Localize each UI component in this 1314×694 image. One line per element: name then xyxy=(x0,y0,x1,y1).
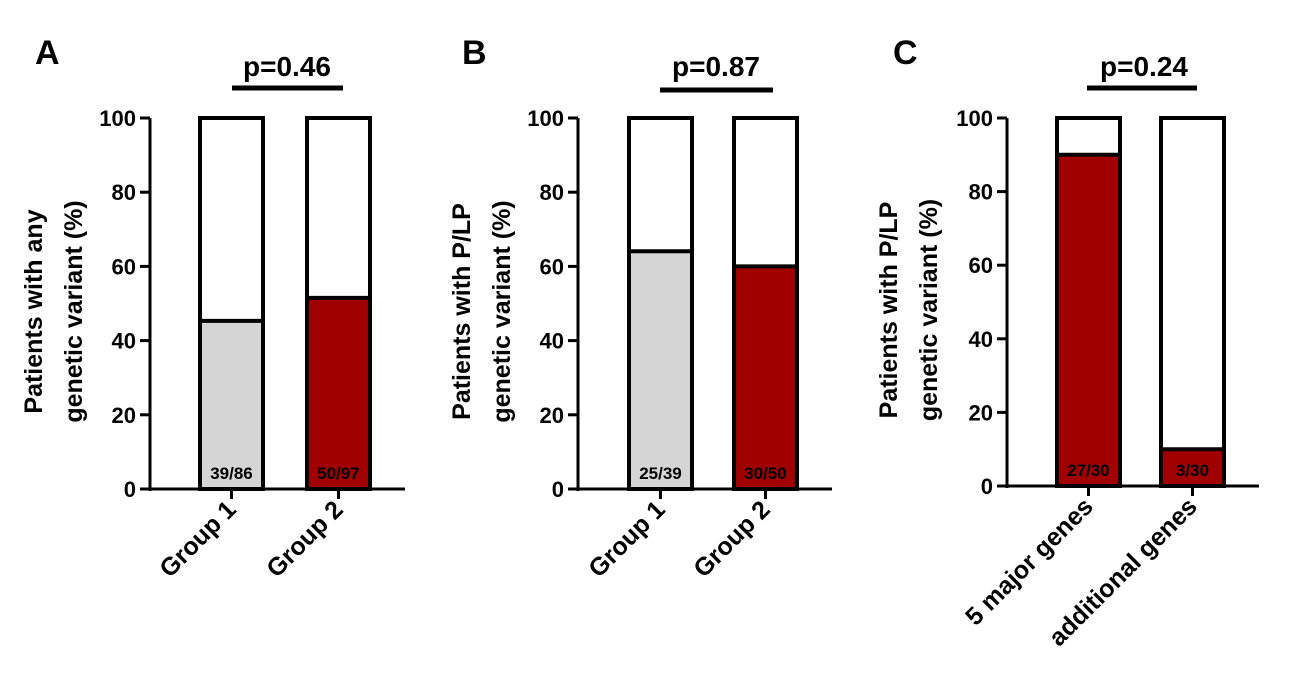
y-tick-label: 20 xyxy=(540,403,564,428)
y-axis-label-line: genetic variant (%) xyxy=(915,199,943,421)
bar-count-label: 3/30 xyxy=(1176,461,1209,480)
p-value-label: p=0.24 xyxy=(1100,51,1188,82)
y-tick-label: 40 xyxy=(540,329,564,354)
y-tick-label: 60 xyxy=(112,254,136,279)
panel-letter: B xyxy=(462,34,487,72)
bar-fill xyxy=(1161,449,1224,486)
y-tick-label: 80 xyxy=(112,180,136,205)
p-value-label: p=0.46 xyxy=(243,51,331,82)
y-axis-label-line: Patients with any xyxy=(20,209,48,413)
y-tick-label: 40 xyxy=(112,329,136,354)
y-tick-label: 80 xyxy=(540,180,564,205)
bar-fill xyxy=(200,320,263,489)
y-tick-label: 0 xyxy=(552,477,564,502)
y-tick-label: 100 xyxy=(527,106,564,131)
bar-fill xyxy=(307,297,370,489)
bar-count-label: 39/86 xyxy=(210,464,253,483)
y-tick-label: 60 xyxy=(969,253,993,278)
bar-fill xyxy=(734,266,797,489)
y-tick-label: 20 xyxy=(969,400,993,425)
bar-count-label: 27/30 xyxy=(1067,461,1110,480)
bar-count-label: 50/97 xyxy=(317,464,360,483)
y-axis-label-line: Patients with P/LP xyxy=(875,202,903,419)
y-tick-label: 80 xyxy=(969,180,993,205)
bar-count-label: 30/50 xyxy=(744,464,787,483)
y-tick-label: 0 xyxy=(981,474,993,499)
panel-letter: A xyxy=(35,34,60,72)
p-value-label: p=0.87 xyxy=(672,51,760,82)
x-category-label: Group 1 xyxy=(154,495,242,583)
y-axis-label-line: genetic variant (%) xyxy=(60,200,88,422)
y-axis-label-line: genetic variant (%) xyxy=(488,200,516,422)
bar-fill xyxy=(1057,154,1120,487)
y-tick-label: 0 xyxy=(124,477,136,502)
y-axis-label-line: Patients with P/LP xyxy=(448,203,476,420)
y-tick-label: 40 xyxy=(969,327,993,352)
y-tick-label: 100 xyxy=(99,106,136,131)
bar-count-label: 25/39 xyxy=(639,464,682,483)
x-category-label: Group 2 xyxy=(261,495,349,583)
x-category-label: Group 2 xyxy=(688,495,776,583)
x-category-label: Group 1 xyxy=(583,495,671,583)
bar-fill xyxy=(629,251,692,489)
y-tick-label: 100 xyxy=(956,106,993,131)
panel-letter: C xyxy=(893,34,918,72)
bar-remainder xyxy=(1161,118,1224,486)
y-tick-label: 60 xyxy=(540,254,564,279)
y-tick-label: 20 xyxy=(112,403,136,428)
